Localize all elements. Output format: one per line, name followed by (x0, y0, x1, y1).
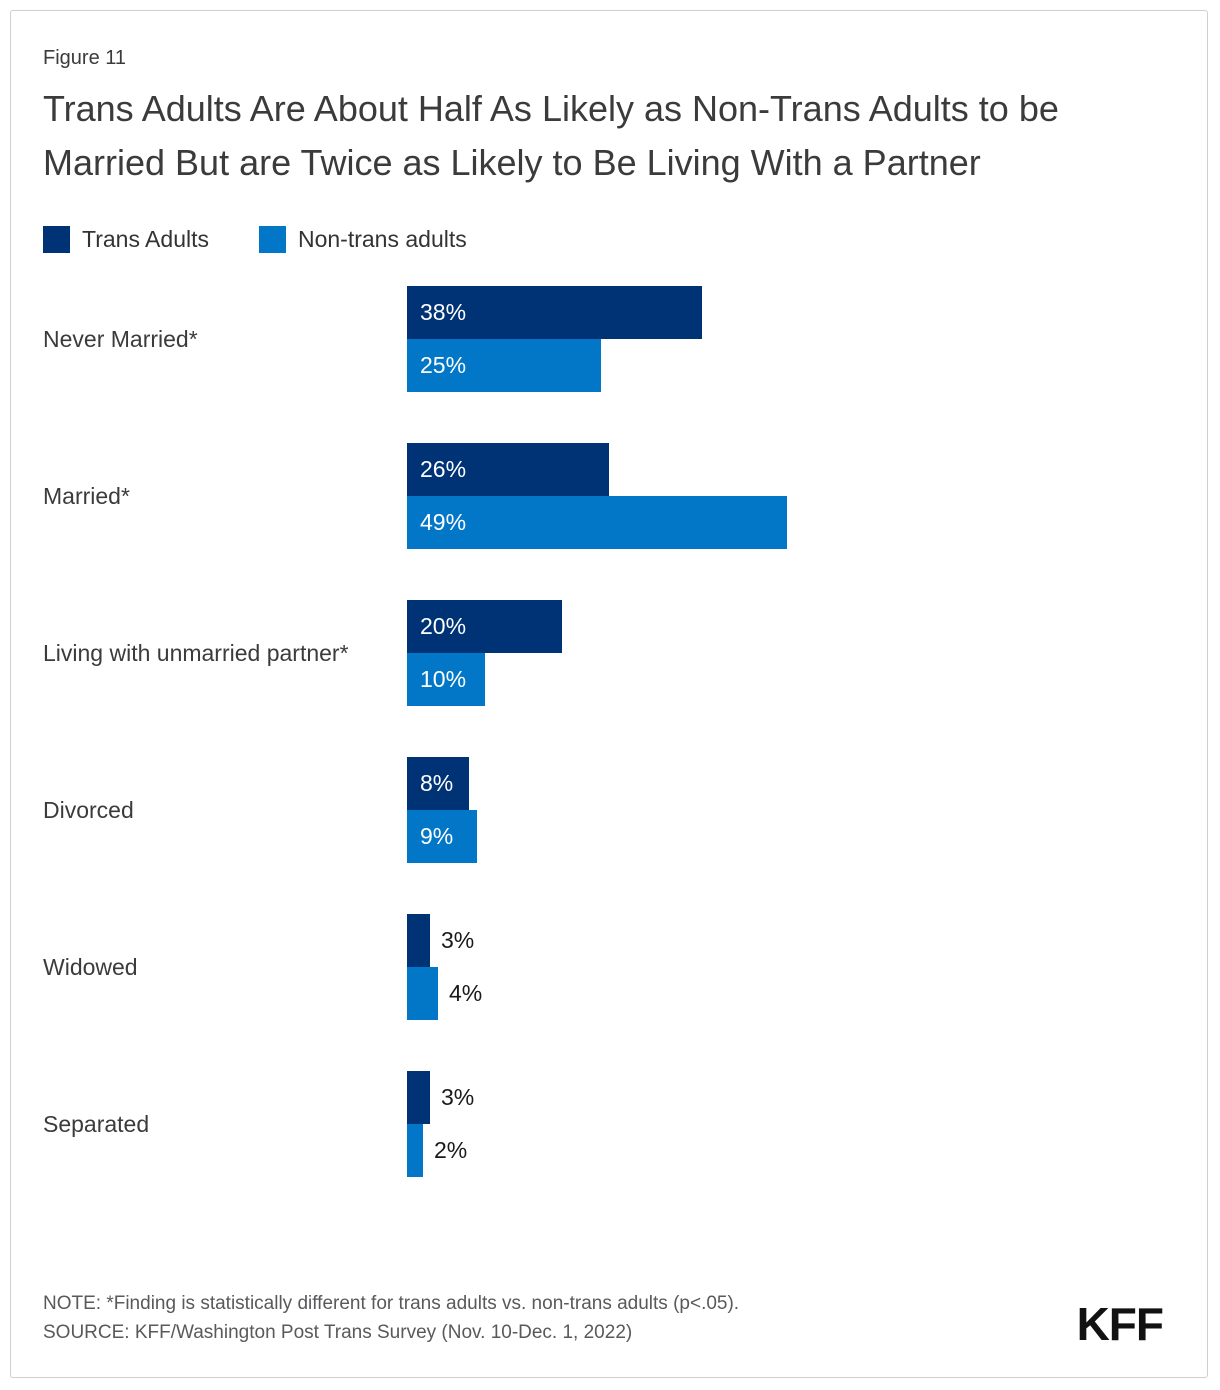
category-label: Divorced (43, 796, 134, 823)
bar-group: 3% 4% (407, 914, 1175, 1020)
chart-row: Never Married* 38% 25% (43, 286, 1175, 392)
legend-item: Non-trans adults (258, 226, 467, 253)
value-label: 8% (420, 770, 454, 796)
value-label: 38% (420, 299, 467, 325)
chart-row: Living with unmarried partner* 20% 10% (43, 600, 1175, 706)
kff-logo: KFF (1076, 1298, 1164, 1350)
bar-non-trans-adults (407, 1124, 423, 1177)
category-label: Widowed (43, 953, 138, 980)
value-label: 25% (420, 352, 467, 378)
chart-row: Widowed 3% 4% (43, 914, 1175, 1020)
bar-non-trans-adults (407, 967, 438, 1020)
chart-row: Divorced 8% 9% (43, 757, 1175, 863)
bar-group: 8% 9% (407, 757, 1175, 863)
legend-swatch-icon (258, 226, 286, 253)
bar-line: 9% (407, 810, 1175, 863)
bar-trans-adults: 38% (407, 286, 702, 339)
legend-label: Non-trans adults (297, 226, 467, 252)
value-label: 3% (441, 1084, 475, 1110)
bar-trans-adults: 20% (407, 600, 562, 653)
bar-line: 10% (407, 653, 1175, 706)
legend-label: Trans Adults (82, 226, 209, 252)
bar-trans-adults: 26% (407, 443, 609, 496)
chart-title: Trans Adults Are About Half As Likely as… (43, 88, 1059, 183)
value-label: 4% (449, 980, 483, 1006)
bar-non-trans-adults: 10% (407, 653, 485, 706)
chart-row: Separated 3% 2% (43, 1071, 1175, 1177)
value-label: 10% (420, 666, 467, 692)
legend-swatch-icon (43, 226, 70, 253)
bar-line: 38% (407, 286, 1175, 339)
value-label: 2% (434, 1137, 468, 1163)
value-label: 26% (420, 456, 467, 482)
category-label: Married* (43, 482, 130, 509)
bar-group: 20% 10% (407, 600, 1175, 706)
bar-non-trans-adults: 25% (407, 339, 601, 392)
value-label: 20% (420, 613, 467, 639)
category-label: Never Married* (43, 325, 198, 352)
bar-line: 2% (407, 1124, 1175, 1177)
bar-line: 4% (407, 967, 1175, 1020)
bar-line: 8% (407, 757, 1175, 810)
bar-trans-adults: 8% (407, 757, 469, 810)
footer: NOTE: *Finding is statistically differen… (43, 1290, 1175, 1347)
chart-row: Married* 26% 49% (43, 443, 1175, 549)
bar-group: 26% 49% (407, 443, 1175, 549)
bar-trans-adults (407, 1071, 430, 1124)
bar-group: 3% 2% (407, 1071, 1175, 1177)
footnotes: NOTE: *Finding is statistically differen… (43, 1290, 739, 1347)
legend-item: Trans Adults (43, 226, 209, 253)
bar-non-trans-adults: 49% (407, 496, 787, 549)
category-label: Separated (43, 1110, 150, 1137)
figure-card: Figure 11 Trans Adults Are About Half As… (10, 10, 1208, 1378)
bar-chart: Never Married* 38% 25% Married* 26% 49% Living… (43, 286, 1175, 1177)
value-label: 49% (420, 509, 467, 535)
bar-line: 20% (407, 600, 1175, 653)
figure-label: Figure 11 (43, 47, 127, 69)
bar-line: 26% (407, 443, 1175, 496)
value-label: 3% (441, 927, 475, 953)
category-label: Living with unmarried partner* (43, 639, 349, 666)
bar-line: 3% (407, 1071, 1175, 1124)
bar-line: 49% (407, 496, 1175, 549)
bar-line: 3% (407, 914, 1175, 967)
bar-trans-adults (407, 914, 430, 967)
source-text: SOURCE: KFF/Washington Post Trans Survey… (43, 1321, 633, 1343)
value-label: 9% (420, 823, 454, 849)
note-text: NOTE: *Finding is statistically differen… (43, 1293, 740, 1314)
legend: Trans Adults Non-trans adults (43, 226, 1175, 253)
bar-non-trans-adults: 9% (407, 810, 477, 863)
bar-line: 25% (407, 339, 1175, 392)
bar-group: 38% 25% (407, 286, 1175, 392)
